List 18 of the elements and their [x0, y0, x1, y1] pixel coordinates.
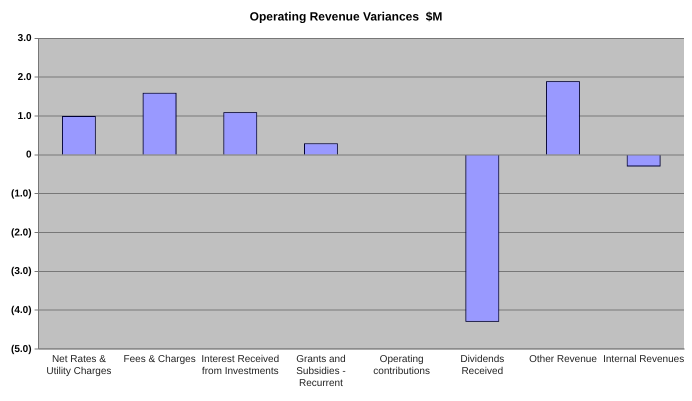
x-tick-label: Other Revenue [529, 354, 598, 365]
x-tick-label: Grants and Subsidies - Recurrent [296, 354, 346, 389]
y-tick-label: (3.0) [11, 266, 32, 278]
x-tick-label: Interest Received from Investments [201, 354, 280, 377]
y-tick-label: 2.0 [18, 72, 32, 83]
x-tick-label: Operating contributions [373, 354, 430, 377]
chart-title: Operating Revenue Variances $M [250, 10, 442, 24]
y-tick-label: (4.0) [11, 304, 32, 316]
y-tick-label: 1.0 [18, 110, 32, 122]
x-tick-label: Net Rates & Utility Charges [46, 354, 112, 377]
y-tick-label: 3.0 [18, 33, 32, 44]
y-tick-label: (1.0) [11, 188, 32, 200]
x-tick-label: Dividends Received [460, 354, 504, 377]
y-tick-label: 0 [26, 150, 32, 161]
y-tick-label: (2.0) [11, 227, 32, 238]
x-tick-label: Internal Revenues [603, 354, 684, 365]
x-tick-label: Fees & Charges [123, 354, 196, 365]
y-tick-label: (5.0) [11, 344, 32, 355]
